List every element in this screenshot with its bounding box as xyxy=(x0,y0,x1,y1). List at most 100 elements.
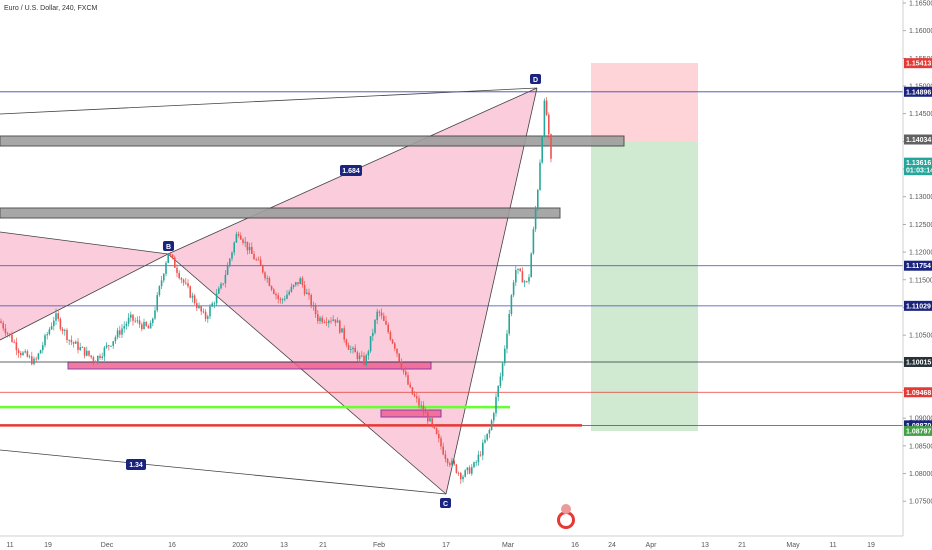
candle-body xyxy=(123,326,125,329)
candle-body xyxy=(468,467,471,474)
candle-body xyxy=(539,162,541,191)
candle-body xyxy=(321,317,323,323)
candle-body xyxy=(510,295,513,315)
candle-body xyxy=(130,314,132,318)
candle-body xyxy=(253,253,255,260)
economic-event-icon[interactable] xyxy=(557,504,575,529)
candle-body xyxy=(246,241,249,251)
candle-body xyxy=(244,241,246,243)
price-tag-bg xyxy=(904,157,932,168)
candle-body xyxy=(286,294,288,299)
resistance-box-lower xyxy=(0,207,561,219)
candle-body xyxy=(442,446,444,455)
candle-body xyxy=(548,114,550,135)
candle-body xyxy=(158,286,161,295)
time-axis[interactable]: 11 19 Dec 16 2020 13 21 Feb 17 Mar 16 24 Apr 13 21 May 1… xyxy=(6,542,875,549)
y-tick-label: 1.14500 xyxy=(909,111,932,118)
candle-body xyxy=(284,298,286,300)
candle-body xyxy=(66,329,68,341)
candle-body xyxy=(526,281,528,283)
candle-body xyxy=(312,305,315,307)
candle-body xyxy=(464,470,466,477)
price-tag-bg xyxy=(904,134,932,145)
candle-body xyxy=(475,462,477,464)
x-tick-label: Feb xyxy=(373,542,385,549)
candle-body xyxy=(418,398,420,406)
demand-box-right xyxy=(380,409,442,418)
candle-body xyxy=(116,330,119,338)
candle-body xyxy=(233,242,235,253)
candle-body xyxy=(275,293,277,296)
candle-body xyxy=(266,278,268,279)
candle-body xyxy=(550,134,552,159)
candle-body xyxy=(545,100,548,115)
candle-body xyxy=(44,335,46,346)
candle-body xyxy=(413,394,416,397)
candle-body xyxy=(449,463,451,465)
candle-body xyxy=(174,257,176,268)
candle-body xyxy=(391,339,394,344)
candle-body xyxy=(79,347,81,350)
candle-body xyxy=(273,289,275,294)
price-tag-bg xyxy=(904,420,932,431)
candle-body xyxy=(411,387,414,395)
candle-body xyxy=(501,363,504,377)
candle-body xyxy=(154,310,156,319)
candle-body xyxy=(451,460,453,465)
candle-body xyxy=(75,341,77,344)
price-tag-label: 1.14034 xyxy=(906,137,931,144)
candle-body xyxy=(143,321,145,330)
candle-body xyxy=(336,320,339,323)
x-tick-label: 16 xyxy=(168,542,176,549)
candle-body xyxy=(114,337,117,342)
candles xyxy=(0,97,552,484)
candle-body xyxy=(530,253,532,278)
candle-body xyxy=(61,328,64,331)
candle-body xyxy=(301,278,304,285)
candle-body xyxy=(517,268,519,270)
candle-body xyxy=(35,358,37,360)
candle-body xyxy=(387,324,389,333)
candle-body xyxy=(110,345,112,347)
x-tick-label: 19 xyxy=(44,542,52,549)
price-tag-label: 1.13616 xyxy=(906,160,931,167)
candle-body xyxy=(185,282,187,284)
x-tick-label: 13 xyxy=(280,542,288,549)
candle-body xyxy=(288,291,290,295)
candle-body xyxy=(543,100,546,137)
point-d-label: D xyxy=(533,77,538,84)
candle-body xyxy=(103,347,106,357)
candle-body xyxy=(152,318,154,323)
candle-body xyxy=(537,190,539,210)
candle-body xyxy=(341,328,343,333)
price-tag-label: 1.11029 xyxy=(906,303,931,310)
x-tick-label: 21 xyxy=(319,542,327,549)
candle-body xyxy=(141,324,143,330)
candle-body xyxy=(460,473,462,480)
candle-body xyxy=(193,295,196,304)
candle-body xyxy=(367,351,370,356)
candle-body xyxy=(361,355,363,357)
candle-body xyxy=(92,357,95,362)
candle-body xyxy=(466,467,469,471)
candle-body xyxy=(427,412,429,422)
candle-body xyxy=(68,339,70,341)
ratio-label-xc-bg xyxy=(126,459,146,470)
candle-body xyxy=(339,320,341,333)
candle-body xyxy=(86,350,88,356)
x-tick-label: 17 xyxy=(442,542,450,549)
candle-body xyxy=(405,371,407,376)
candle-body xyxy=(317,314,319,322)
candle-body xyxy=(145,321,147,326)
candle-body xyxy=(198,305,200,308)
candle-body xyxy=(438,434,440,439)
x-tick-label: Mar xyxy=(502,542,515,549)
candle-body xyxy=(380,312,383,316)
candle-body xyxy=(251,246,253,254)
candle-body xyxy=(229,258,231,265)
candle-body xyxy=(77,341,79,350)
price-tag-label: 1.15413 xyxy=(906,61,931,68)
candle-body xyxy=(220,283,222,289)
